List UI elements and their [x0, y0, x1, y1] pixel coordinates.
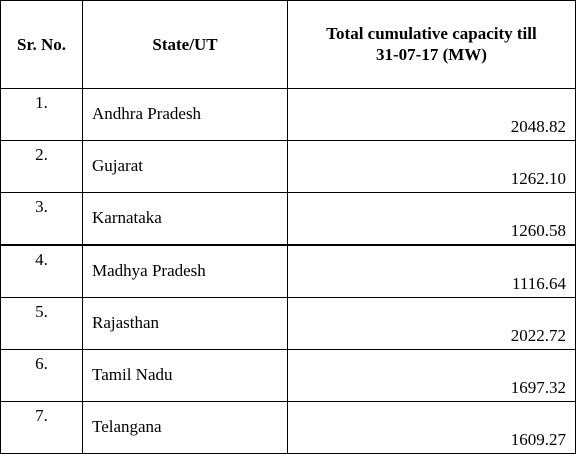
capacity-cell: 1116.64 [287, 244, 576, 298]
sr-no-cell: 2. [0, 140, 83, 193]
sr-no-cell: 6. [0, 349, 83, 402]
table-row: 1. Andhra Pradesh 2048.82 [0, 88, 576, 141]
state-cell: Karnataka [82, 192, 288, 246]
header-state: State/UT [82, 0, 288, 89]
state-cell: Gujarat [82, 140, 288, 193]
state-cell: Madhya Pradesh [82, 244, 288, 298]
state-cell: Telangana [82, 401, 288, 454]
table-row: 6. Tamil Nadu 1697.32 [0, 349, 576, 402]
sr-no-cell: 1. [0, 88, 83, 141]
header-capacity: Total cumulative capacity till 31-07-17 … [287, 0, 576, 89]
table-row: 2. Gujarat 1262.10 [0, 140, 576, 193]
table-row: 5. Rajasthan 2022.72 [0, 297, 576, 350]
sr-no-cell: 3. [0, 192, 83, 246]
capacity-cell: 1260.58 [287, 192, 576, 246]
header-row: Sr. No. State/UT Total cumulative capaci… [0, 0, 576, 89]
capacity-cell: 1262.10 [287, 140, 576, 193]
header-sr-no: Sr. No. [0, 0, 83, 89]
capacity-cell: 2022.72 [287, 297, 576, 350]
capacity-cell: 1609.27 [287, 401, 576, 454]
state-cell: Tamil Nadu [82, 349, 288, 402]
header-capacity-line1: Total cumulative capacity till [326, 23, 537, 43]
table-row: 7. Telangana 1609.27 [0, 401, 576, 454]
state-cell: Rajasthan [82, 297, 288, 350]
state-cell: Andhra Pradesh [82, 88, 288, 141]
table-row: 3. Karnataka 1260.58 [0, 192, 576, 246]
sr-no-cell: 5. [0, 297, 83, 350]
capacity-cell: 2048.82 [287, 88, 576, 141]
header-capacity-line2: 31-07-17 (MW) [376, 44, 487, 64]
table-row: 4. Madhya Pradesh 1116.64 [0, 244, 576, 298]
capacity-cell: 1697.32 [287, 349, 576, 402]
sr-no-cell: 7. [0, 401, 83, 454]
sr-no-cell: 4. [0, 244, 83, 298]
